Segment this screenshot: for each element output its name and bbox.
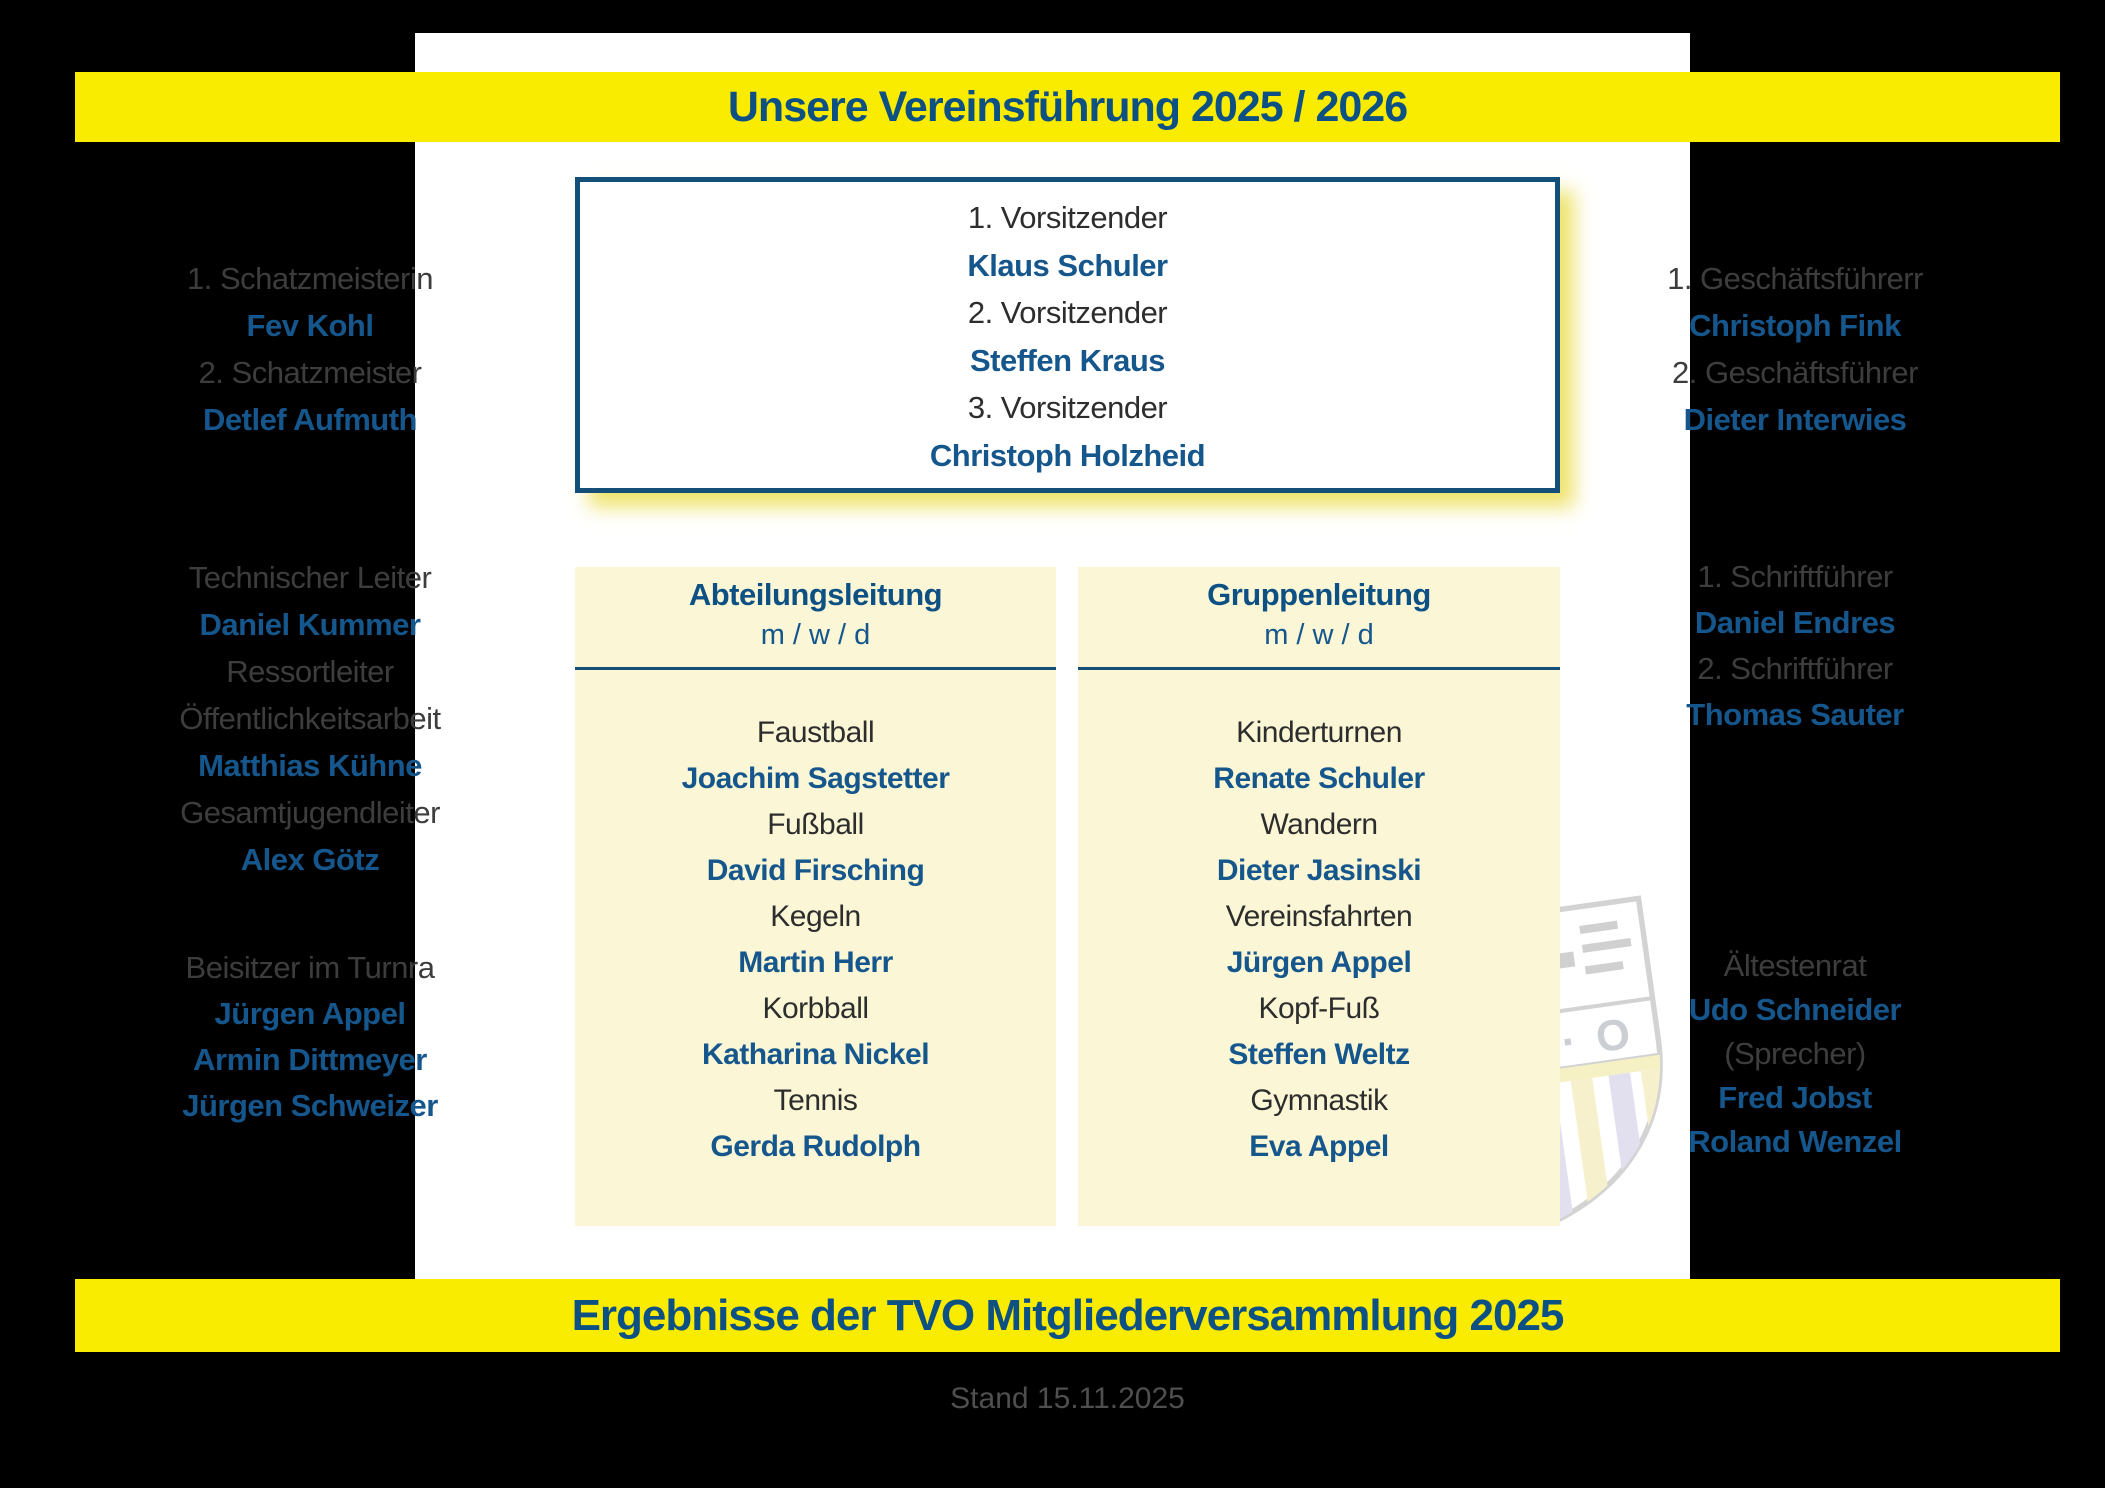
person-name: Detlef Aufmuth bbox=[203, 402, 418, 437]
person-name: Joachim Sagstetter bbox=[681, 762, 950, 795]
person-name: Udo Schneider bbox=[1688, 992, 1902, 1027]
role-label: 2. Schatzmeister bbox=[198, 355, 422, 390]
board-name: Steffen Kraus bbox=[969, 342, 1166, 378]
date-note: Stand 15.11.2025 bbox=[950, 1382, 1185, 1415]
person-name: David Firsching bbox=[706, 854, 925, 887]
section-divider bbox=[1078, 667, 1560, 670]
role-label: (Sprecher) bbox=[1724, 1036, 1866, 1071]
group-label: Kopf-Fuß bbox=[1258, 992, 1380, 1025]
group-label: Vereinsfahrten bbox=[1225, 900, 1413, 933]
section-title: Abteilungsleitung bbox=[688, 577, 943, 612]
section-list: Faustball Joachim Sagstetter Fußball Dav… bbox=[575, 670, 1056, 1170]
board-name: Klaus Schuler bbox=[967, 247, 1168, 283]
person-name: Jürgen Schweizer bbox=[182, 1088, 438, 1123]
role-label: 1. Schriftführer bbox=[1697, 559, 1893, 594]
person-name: Dieter Jasinski bbox=[1216, 854, 1422, 887]
group-leadership-box: Gruppenleitung m / w / d Kinderturnen Re… bbox=[1078, 567, 1560, 1226]
person-name: Jürgen Appel bbox=[1226, 946, 1412, 979]
sport-label: Tennis bbox=[773, 1084, 858, 1117]
person-name: Roland Wenzel bbox=[1688, 1124, 1902, 1159]
group-label: Gymnastik bbox=[1250, 1084, 1388, 1117]
person-name: Armin Dittmeyer bbox=[193, 1042, 427, 1077]
person-name: Fev Kohl bbox=[246, 308, 374, 343]
left-column-assessors: Beisitzer im Turnra Jürgen Appel Armin D… bbox=[70, 945, 550, 1129]
left-column-treasurers: 1. Schatzmeisterin Fev Kohl 2. Schatzmei… bbox=[70, 255, 550, 443]
person-name: Daniel Kummer bbox=[199, 607, 421, 642]
section-subtitle: m / w / d bbox=[760, 619, 871, 651]
role-label: Technischer Leiter bbox=[188, 560, 432, 595]
role-label: 1. Schatzmeisterin bbox=[187, 261, 434, 296]
left-column-leaders: Technischer Leiter Daniel Kummer Ressort… bbox=[70, 554, 550, 883]
person-name: Dieter Interwies bbox=[1683, 402, 1907, 437]
right-column-elders: Ältestenrat Udo Schneider (Sprecher) Fre… bbox=[1555, 944, 2035, 1164]
person-name: Alex Götz bbox=[240, 842, 380, 877]
sport-label: Korbball bbox=[762, 992, 869, 1025]
right-column-managers: 1. Geschäftsführerr Christoph Fink 2. Ge… bbox=[1555, 255, 2035, 443]
role-label: Beisitzer im Turnra bbox=[185, 950, 435, 985]
board-role: 3. Vorsitzender bbox=[967, 390, 1168, 425]
section-divider bbox=[575, 667, 1056, 670]
person-name: Katharina Nickel bbox=[701, 1038, 930, 1071]
person-name: Jürgen Appel bbox=[214, 996, 406, 1031]
board-box: 1. Vorsitzender Klaus Schuler 2. Vorsitz… bbox=[575, 177, 1560, 493]
role-label: Gesamtjugendleiter bbox=[180, 795, 440, 830]
role-label: 2. Geschäftsführer bbox=[1671, 355, 1919, 390]
group-label: Wandern bbox=[1260, 808, 1378, 841]
person-name: Fred Jobst bbox=[1718, 1080, 1872, 1115]
person-name: Thomas Sauter bbox=[1686, 697, 1904, 732]
board-name: Christoph Holzheid bbox=[929, 437, 1206, 473]
person-name: Steffen Weltz bbox=[1228, 1038, 1410, 1071]
person-name: Renate Schuler bbox=[1213, 762, 1425, 795]
section-title: Gruppenleitung bbox=[1207, 577, 1431, 612]
person-name: Martin Herr bbox=[738, 946, 893, 979]
board-role: 1. Vorsitzender bbox=[967, 200, 1168, 235]
bottom-banner: Ergebnisse der TVO Mitgliederversammlung… bbox=[75, 1279, 2060, 1352]
sport-label: Faustball bbox=[756, 716, 875, 749]
group-label: Kinderturnen bbox=[1236, 716, 1402, 749]
person-name: Christoph Fink bbox=[1689, 308, 1901, 343]
person-name: Matthias Kühne bbox=[198, 748, 422, 783]
top-banner-title: Unsere Vereinsführung 2025 / 2026 bbox=[727, 82, 1408, 131]
role-label: Ältestenrat bbox=[1723, 948, 1867, 983]
board-role: 2. Vorsitzender bbox=[967, 295, 1168, 330]
person-name: Daniel Endres bbox=[1694, 605, 1896, 640]
role-label: Ressortleiter bbox=[226, 654, 394, 689]
right-column-secretaries: 1. Schriftführer Daniel Endres 2. Schrif… bbox=[1555, 554, 2035, 738]
section-subtitle: m / w / d bbox=[1264, 619, 1374, 651]
role-label: 1. Geschäftsführerr bbox=[1667, 261, 1923, 296]
section-list: Kinderturnen Renate Schuler Wandern Diet… bbox=[1078, 670, 1560, 1170]
role-label: 2. Schriftführer bbox=[1697, 651, 1893, 686]
person-name: Eva Appel bbox=[1249, 1130, 1389, 1163]
role-label: Öffentlichkeitsarbeit bbox=[179, 701, 441, 736]
top-banner: Unsere Vereinsführung 2025 / 2026 bbox=[75, 72, 2060, 142]
sport-label: Fußball bbox=[767, 808, 864, 841]
department-leadership-box: Abteilungsleitung m / w / d Faustball Jo… bbox=[575, 567, 1056, 1226]
bottom-banner-title: Ergebnisse der TVO Mitgliederversammlung… bbox=[571, 1290, 1565, 1340]
sport-label: Kegeln bbox=[770, 900, 861, 933]
person-name: Gerda Rudolph bbox=[710, 1130, 921, 1163]
